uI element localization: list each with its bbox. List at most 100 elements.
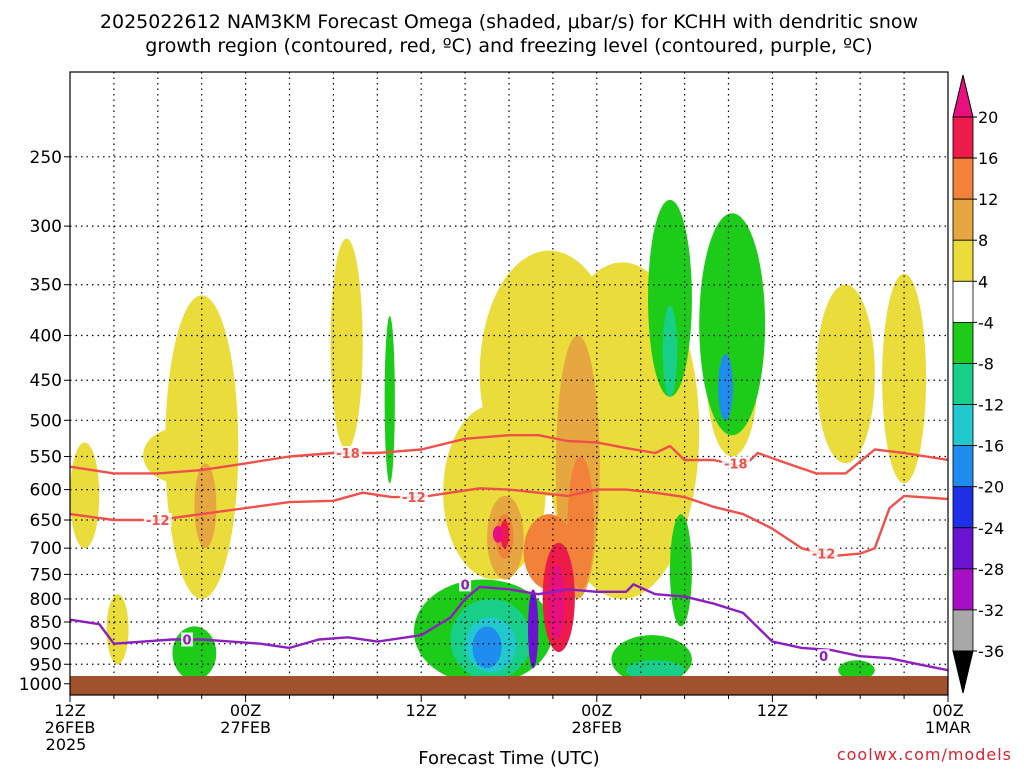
contour-label: -12 — [402, 491, 426, 506]
contour-label: 0 — [461, 578, 470, 593]
colorbar-bin — [952, 363, 974, 405]
omega-region — [838, 660, 875, 680]
time-tick-label: 12Z — [406, 701, 437, 720]
omega-region — [548, 564, 565, 640]
pressure-tick-label: 800 — [30, 590, 62, 610]
time-tick-label: 00Z — [581, 701, 612, 720]
colorbar-bin — [952, 609, 974, 652]
colorbar-label: -20 — [978, 478, 1004, 497]
omega-region — [816, 284, 875, 464]
time-tick-label: 00Z — [932, 701, 963, 720]
contour-label-bg — [181, 632, 194, 647]
colorbar-bin — [952, 568, 974, 611]
colorbar-bin — [952, 116, 974, 159]
contour-label: 0 — [819, 650, 828, 665]
pressure-tick-label: 900 — [30, 635, 62, 655]
colorbar-bin — [952, 445, 974, 488]
colorbar-label: -8 — [978, 354, 994, 373]
contour-label: 0 — [183, 633, 192, 648]
colorbar-bin — [952, 527, 974, 570]
contour-label-bg — [143, 513, 172, 528]
colorbar-bin — [952, 321, 974, 364]
omega-region — [662, 305, 678, 397]
omega-region — [172, 626, 217, 680]
contour-label-bg — [817, 649, 830, 664]
time-tick-label: 28FEB — [571, 718, 622, 737]
chart-title-line-2: growth region (contoured, red, ºC) and f… — [145, 35, 872, 57]
omega-region — [626, 660, 685, 680]
time-tick-label: 00Z — [230, 701, 261, 720]
ground-surface — [70, 676, 948, 695]
chart-title-line-1: 2025022612 NAM3KM Forecast Omega (shaded… — [100, 11, 918, 33]
colorbar-label: -4 — [978, 313, 994, 332]
colorbar: 20 16 12 8 4 -4 -8 -12 -16 -20 -24 -28 -32 -36 — [952, 74, 1004, 694]
colorbar-label: -24 — [978, 519, 1004, 538]
colorbar-label: 8 — [978, 231, 988, 250]
pressure-tick-label: 700 — [30, 539, 62, 559]
pressure-tick-label: 850 — [30, 613, 62, 633]
contour-label-bg — [721, 456, 750, 471]
colorbar-under-triangle — [952, 650, 974, 694]
pressure-tick-label: 250 — [30, 148, 62, 168]
time-tick-label: 1MAR — [925, 718, 971, 737]
contour--18-line — [70, 434, 948, 475]
pressure-axis: 2503003504004505005506006507007508008509… — [19, 148, 70, 695]
colorbar-label: 4 — [978, 272, 988, 291]
pressure-tick-label: 400 — [30, 326, 62, 346]
contour-label: -18 — [724, 457, 748, 472]
contour-label-bg — [459, 577, 472, 592]
omega-shading — [70, 199, 927, 684]
time-tick-label: 2025 — [46, 735, 87, 754]
time-tick-label: 27FEB — [220, 718, 271, 737]
colorbar-label: 20 — [978, 108, 998, 127]
colorbar-bin — [952, 157, 974, 200]
contour-0-line — [70, 583, 948, 672]
watermark-text: coolwx.com/models — [837, 745, 1012, 764]
contour-label: -18 — [336, 447, 360, 462]
temperature-contours: -18 -18 -12 -12 -12 0 0 0 — [70, 434, 948, 672]
colorbar-over-triangle — [952, 74, 974, 118]
colorbar-label: -32 — [978, 601, 1004, 620]
omega-region — [648, 199, 692, 397]
omega-region — [492, 525, 504, 543]
pressure-tick-label: 300 — [30, 217, 62, 237]
pressure-tick-label: 650 — [30, 511, 62, 531]
pressure-tick-label: 1000 — [19, 675, 62, 695]
time-tick-label: 26FEB — [45, 718, 96, 737]
contour-label: -12 — [812, 548, 836, 563]
omega-region — [882, 273, 927, 484]
contour-label-bg — [334, 446, 363, 461]
colorbar-bin — [952, 486, 974, 529]
time-tick-label: 12Z — [54, 701, 85, 720]
pressure-tick-label: 450 — [30, 371, 62, 391]
omega-region — [330, 238, 363, 450]
colorbar-bin — [952, 404, 974, 447]
time-tick-label: 12Z — [757, 701, 788, 720]
omega-region — [500, 520, 509, 549]
colorbar-label: 16 — [978, 149, 998, 168]
contour--12-line — [70, 487, 948, 558]
x-axis-label: Forecast Time (UTC) — [418, 748, 599, 768]
omega-region — [699, 213, 766, 436]
colorbar-label: 12 — [978, 190, 998, 209]
colorbar-label: -36 — [978, 642, 1004, 661]
omega-region — [194, 463, 217, 549]
pressure-tick-label: 350 — [30, 276, 62, 296]
colorbar-bin — [952, 239, 974, 282]
omega-region — [384, 315, 395, 484]
omega-region — [669, 514, 692, 627]
pressure-tick-label: 950 — [30, 655, 62, 675]
contour-label-bg — [399, 490, 428, 505]
colorbar-label: -16 — [978, 437, 1004, 456]
colorbar-bin — [952, 280, 974, 323]
omega-region — [472, 626, 502, 669]
pressure-tick-label: 600 — [30, 481, 62, 501]
contour-label-bg — [809, 546, 838, 561]
pressure-tick-label: 500 — [30, 411, 62, 431]
omega-region — [718, 354, 733, 421]
colorbar-label: -28 — [978, 560, 1004, 579]
omega-region — [106, 594, 129, 665]
colorbar-bin — [952, 198, 974, 241]
pressure-tick-label: 750 — [30, 565, 62, 585]
